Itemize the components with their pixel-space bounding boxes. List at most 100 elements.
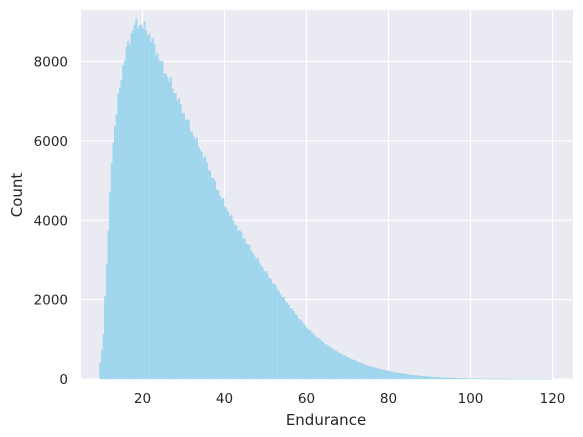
histogram-bar — [232, 220, 235, 380]
histogram-bar — [261, 267, 264, 380]
histogram-bar — [173, 92, 176, 380]
histogram-bar — [392, 372, 395, 380]
histogram-bar — [120, 80, 123, 380]
histogram-bar — [338, 353, 341, 380]
histogram-bar — [406, 374, 408, 380]
histogram-bar — [168, 81, 171, 380]
histogram-bar — [309, 329, 312, 380]
histogram-bar — [153, 43, 156, 380]
histogram-bar — [123, 60, 126, 380]
histogram-bar — [192, 136, 195, 380]
histogram-bar — [428, 376, 431, 380]
histogram-bar — [143, 21, 146, 380]
histogram-bar — [337, 352, 340, 380]
histogram-bar — [286, 303, 289, 380]
y-tick-label: 8000 — [34, 55, 68, 71]
histogram-bar — [387, 370, 390, 380]
histogram-bar — [407, 374, 410, 380]
histogram-bar — [179, 104, 182, 380]
histogram-bar — [399, 373, 402, 380]
histogram-bar — [383, 369, 385, 380]
histogram-bar — [220, 198, 223, 380]
histogram-bar — [135, 18, 138, 380]
histogram-bar — [291, 308, 294, 380]
histogram-bar — [328, 347, 331, 380]
histogram-bar — [314, 335, 317, 380]
histogram-bar — [230, 214, 233, 380]
histogram-bar — [302, 324, 305, 380]
x-tick-label: 120 — [540, 391, 566, 407]
y-tick-label: 0 — [59, 372, 68, 388]
histogram-bar — [422, 376, 425, 380]
histogram-bar — [415, 375, 418, 380]
histogram-bar — [340, 354, 343, 380]
histogram-bar — [279, 294, 282, 380]
histogram-bar — [201, 152, 203, 380]
histogram-bar — [151, 38, 154, 380]
histogram-bar — [209, 170, 212, 380]
histogram-bar — [397, 372, 400, 380]
histogram-bar — [296, 315, 299, 380]
histogram-bar — [342, 355, 344, 380]
histogram-bar — [269, 278, 272, 380]
histogram-bar — [256, 258, 259, 380]
histogram-bar — [186, 119, 189, 380]
histogram-bar — [242, 238, 244, 380]
x-axis-label: Endurance — [286, 411, 366, 429]
histogram-bar — [273, 284, 276, 380]
histogram-bar — [196, 137, 198, 380]
histogram-bar — [330, 347, 333, 380]
histogram-bar — [438, 377, 441, 380]
histogram-bar — [343, 355, 346, 380]
histogram-bar — [115, 114, 118, 380]
histogram-bar — [378, 368, 381, 380]
histogram-bar — [237, 230, 239, 380]
histogram-bar — [355, 361, 358, 380]
histogram-bar — [283, 297, 285, 380]
histogram-bar — [363, 364, 366, 380]
histogram-bar — [176, 101, 179, 380]
histogram-bar — [156, 53, 159, 380]
histogram-bar — [312, 333, 315, 380]
histogram-bar — [297, 318, 300, 380]
histogram-bar — [263, 271, 266, 380]
histogram-bar — [371, 366, 374, 380]
histogram-bar — [100, 350, 103, 380]
histogram-bar — [99, 363, 102, 380]
y-axis-label: Count — [8, 173, 26, 218]
histogram-bar — [251, 252, 254, 380]
x-tick-label: 20 — [134, 391, 151, 407]
histogram-bar — [345, 356, 348, 380]
histogram-bar — [391, 371, 394, 380]
histogram-bar — [424, 376, 426, 380]
histogram-bar — [409, 374, 412, 380]
histogram-bar — [348, 357, 351, 380]
histogram-bar — [164, 73, 167, 380]
histogram-bar — [148, 33, 151, 380]
histogram-bar — [289, 308, 292, 380]
histogram-bar — [158, 60, 161, 380]
histogram-bar — [443, 377, 446, 380]
histogram-bar — [117, 93, 120, 380]
histogram-bar — [255, 259, 258, 380]
histogram-bar — [333, 350, 336, 380]
histogram-bar — [376, 368, 379, 380]
histogram-bar — [160, 61, 162, 380]
histogram-bar — [432, 376, 435, 380]
histogram-bar — [381, 369, 384, 380]
histogram-bar — [425, 376, 428, 380]
histogram-bar — [365, 364, 367, 380]
histogram-bar — [389, 371, 392, 380]
histogram-bar — [294, 314, 297, 380]
histogram-bar — [258, 262, 261, 380]
histogram-bar — [465, 378, 467, 380]
histogram-bar — [122, 65, 125, 380]
histogram-bar — [112, 143, 115, 380]
histogram-bar — [130, 33, 133, 380]
histogram-bar — [141, 28, 144, 380]
histogram-bar — [266, 273, 269, 380]
histogram-bar — [374, 367, 377, 380]
histogram-bar — [435, 377, 438, 380]
histogram-bar — [197, 147, 200, 380]
